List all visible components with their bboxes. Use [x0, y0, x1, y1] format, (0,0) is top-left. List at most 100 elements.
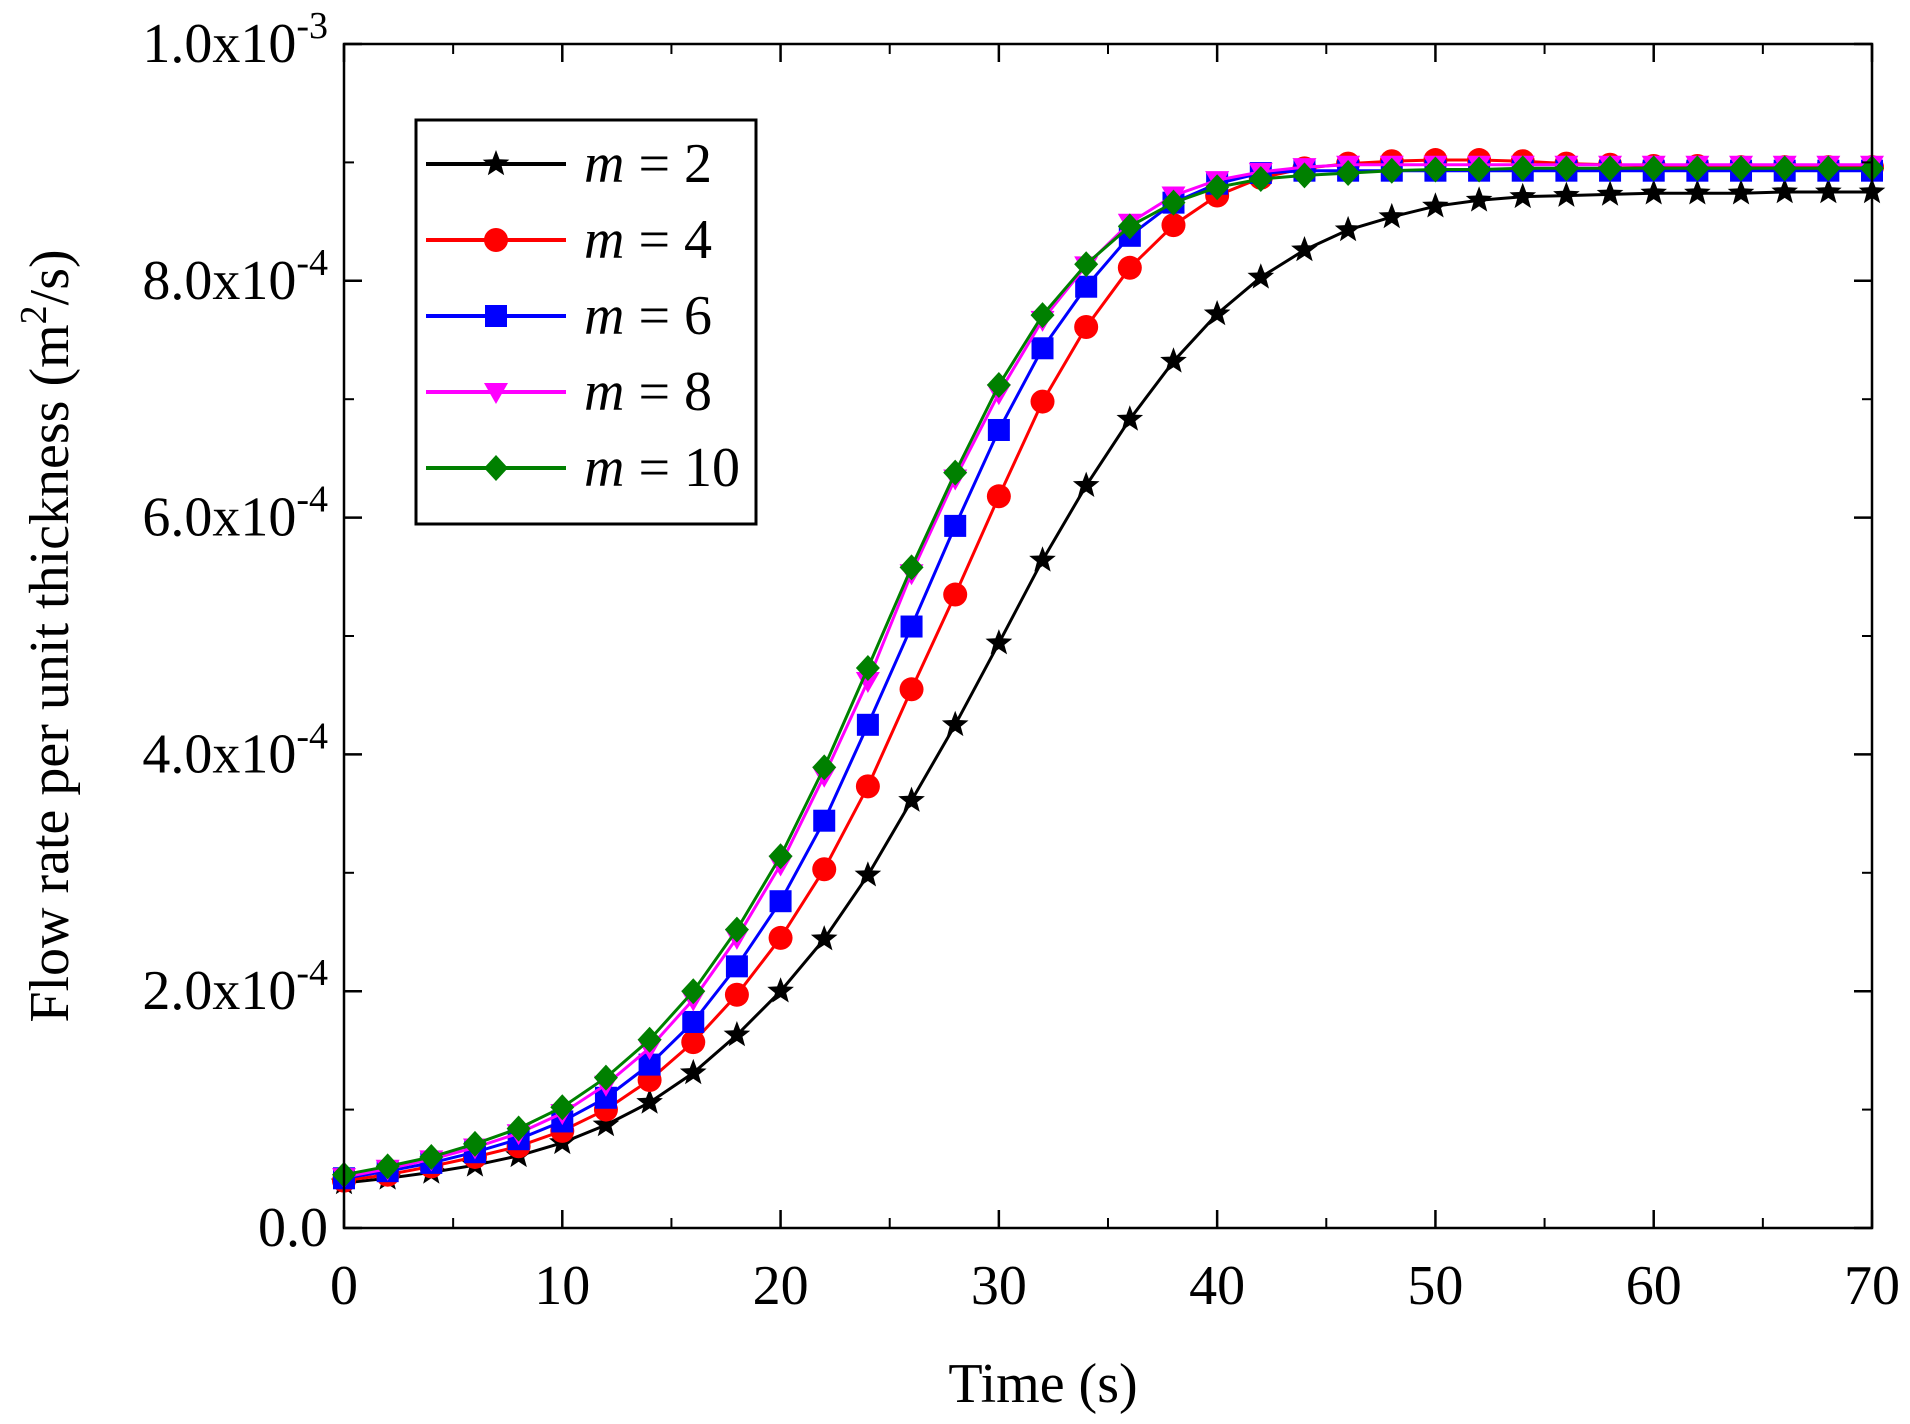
data-point-m-4 [768, 925, 793, 950]
data-point-m-10 [1598, 155, 1623, 182]
data-point-m-10 [419, 1143, 444, 1170]
y-tick-label: 4.0x10-4 [142, 715, 328, 785]
x-tick-label: 60 [1626, 1255, 1682, 1317]
data-point-m-10 [1467, 156, 1492, 183]
legend-marker [485, 305, 507, 327]
data-point-m-10 [1248, 165, 1273, 192]
data-point-m-2 [1771, 178, 1798, 204]
legend-label: m = 10 [584, 437, 740, 499]
legend-item-m-6: m = 6 [426, 285, 712, 347]
data-point-m-8 [855, 671, 880, 693]
data-point-m-2 [810, 925, 838, 951]
data-point-m-2 [636, 1088, 663, 1114]
series-m-10 [332, 155, 1884, 1188]
y-tick-mantissa: 4.0x10 [142, 723, 296, 785]
data-point-m-10 [1510, 155, 1535, 182]
data-point-m-4 [1161, 213, 1186, 238]
data-point-m-10 [1423, 156, 1448, 183]
data-point-m-6 [944, 514, 967, 537]
y-axis-title-suffix: /s) [19, 249, 81, 305]
data-point-m-2 [1596, 180, 1624, 206]
legend-symbol: m [584, 133, 624, 195]
data-point-m-10 [855, 654, 880, 681]
data-point-m-2 [1160, 347, 1187, 373]
y-tick-label: 2.0x10-4 [142, 952, 328, 1022]
data-point-m-2 [1203, 300, 1231, 326]
legend-marker [482, 150, 510, 176]
legend-label: m = 2 [584, 133, 712, 195]
data-point-m-4 [986, 484, 1011, 509]
legend-item-m-10: m = 10 [426, 437, 740, 499]
legend-symbol: m [584, 437, 624, 499]
data-point-m-2 [1684, 179, 1711, 205]
data-point-m-10 [812, 754, 837, 781]
data-point-m-10 [462, 1130, 487, 1157]
data-point-m-10 [899, 554, 924, 581]
legend-value: = 4 [624, 209, 712, 271]
data-point-m-10 [375, 1153, 400, 1180]
legend-value: = 10 [624, 437, 740, 499]
y-tick-mantissa: 8.0x10 [142, 250, 296, 312]
data-point-m-6 [638, 1053, 661, 1076]
data-point-m-2 [1640, 179, 1667, 205]
series-layer [330, 148, 1886, 1195]
data-point-m-10 [681, 978, 706, 1005]
legend-label: m = 6 [584, 285, 712, 347]
data-point-m-2 [1378, 202, 1406, 229]
x-tick-label: 70 [1844, 1255, 1900, 1317]
data-point-m-10 [637, 1026, 662, 1053]
data-point-m-10 [1336, 160, 1361, 187]
y-tick-label: 8.0x10-4 [142, 242, 328, 312]
data-point-m-2 [1553, 181, 1580, 207]
legend-label: m = 4 [584, 209, 712, 271]
data-point-m-10 [1117, 213, 1142, 240]
x-tick-label: 10 [534, 1255, 590, 1317]
data-point-m-2 [941, 710, 969, 737]
data-point-m-10 [1685, 155, 1710, 182]
legend-value: = 8 [624, 361, 712, 423]
data-point-m-10 [1205, 174, 1230, 201]
y-tick-label: 6.0x10-4 [142, 479, 328, 549]
data-point-m-6 [987, 418, 1010, 441]
x-tick-label: 0 [330, 1255, 358, 1317]
data-point-m-10 [1030, 302, 1055, 329]
data-point-m-10 [1161, 189, 1186, 216]
data-point-m-2 [679, 1058, 707, 1085]
data-point-m-2 [1334, 215, 1362, 242]
data-point-m-6 [594, 1086, 617, 1109]
data-point-m-6 [900, 615, 923, 638]
legend-symbol: m [584, 285, 624, 347]
data-point-m-10 [1074, 251, 1099, 278]
data-point-m-10 [506, 1115, 531, 1142]
data-point-m-10 [986, 371, 1011, 398]
data-point-m-10 [1379, 157, 1404, 184]
legend-value: = 2 [624, 133, 712, 195]
data-point-m-2 [1815, 178, 1842, 204]
y-axis-title: Flow rate per unit thickness (m2/s) [13, 249, 81, 1022]
data-point-m-2 [898, 786, 925, 812]
data-point-m-10 [1292, 162, 1317, 189]
legend-symbol: m [584, 209, 624, 271]
x-tick-label: 40 [1189, 1255, 1245, 1317]
y-axis-title-sup: 2 [13, 305, 55, 324]
legend-item-m-8: m = 8 [426, 361, 712, 423]
y-tick-exponent: -4 [296, 479, 328, 521]
data-point-m-2 [854, 861, 882, 887]
data-point-m-10 [1641, 155, 1666, 182]
data-point-m-4 [943, 582, 968, 607]
y-tick-mantissa: 6.0x10 [142, 487, 296, 549]
legend-value: = 6 [624, 285, 712, 347]
data-point-m-4 [899, 677, 924, 702]
data-point-m-10 [768, 843, 793, 870]
data-point-m-4 [1117, 255, 1142, 280]
data-point-m-10 [1816, 155, 1841, 182]
data-point-m-2 [1291, 236, 1318, 262]
data-point-m-6 [1031, 337, 1054, 360]
data-point-m-2 [723, 1021, 751, 1047]
data-point-m-2 [767, 977, 794, 1003]
data-point-m-4 [855, 774, 880, 799]
data-point-m-10 [1772, 155, 1797, 182]
data-point-m-6 [813, 809, 836, 832]
legend-item-m-2: m = 2 [426, 133, 712, 195]
legend-marker [484, 228, 508, 252]
